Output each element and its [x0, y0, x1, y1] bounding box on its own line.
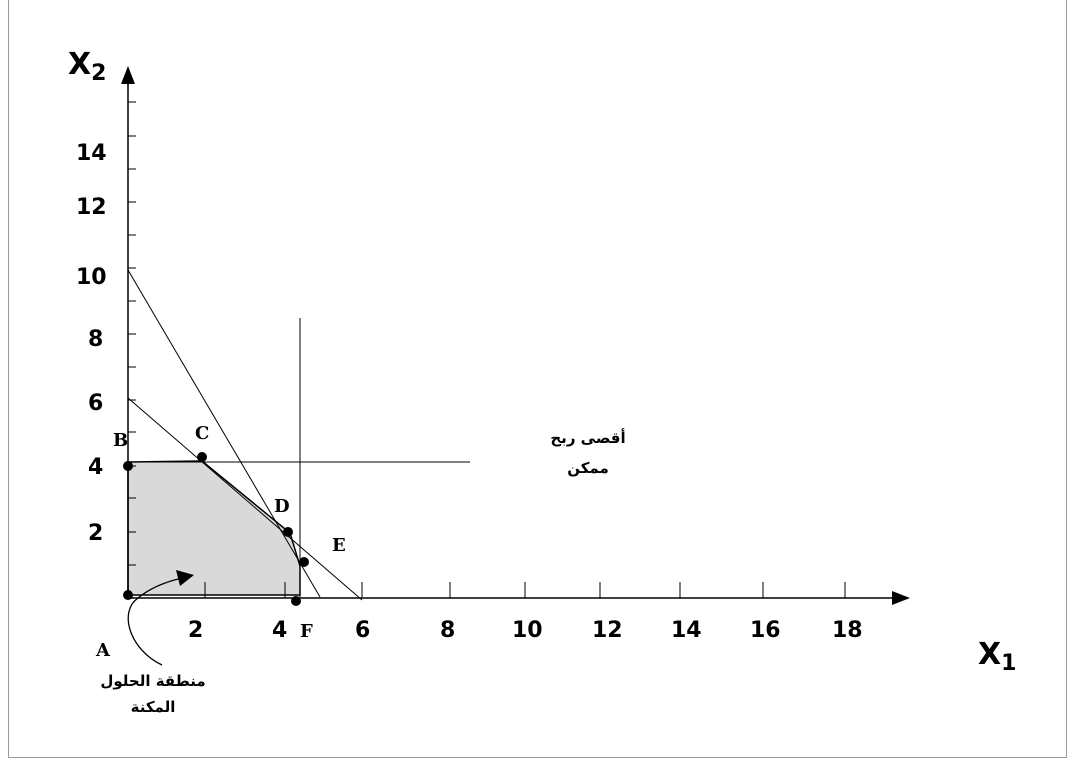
y-tick-label: 14: [76, 141, 107, 166]
y-tick-label: 8: [88, 327, 103, 352]
constraint-line-steep: [127, 269, 321, 598]
y-tick-label: 12: [76, 195, 107, 220]
x-tick-label: 6: [355, 618, 370, 643]
feasible-region: [127, 460, 301, 596]
x-tick-label: 16: [750, 618, 781, 643]
max-profit-label-line1: أقصى ربح: [550, 428, 625, 447]
x-tick-label: 12: [592, 618, 623, 643]
feasible-region-arrowhead: [176, 570, 194, 586]
figure-frame: [8, 0, 1067, 758]
y-tick-label: 4: [88, 455, 103, 480]
x-tick-label: 14: [671, 618, 702, 643]
x-tick-label: 4: [272, 618, 287, 643]
point-a: [123, 590, 133, 600]
point-label-d: D: [274, 496, 290, 517]
x-axis-arrow: [892, 591, 910, 605]
y-tick-label: 2: [88, 521, 103, 546]
y-axis-title: X2: [68, 47, 106, 86]
y-tick-label: 10: [76, 265, 107, 290]
constraint-line-shallow: [127, 397, 363, 601]
point-label-b: B: [113, 430, 128, 451]
max-profit-label-line2: ممكن: [567, 459, 609, 477]
feasible-region-label-line1: منطقة الحلول: [100, 672, 205, 690]
feasible-region-arrow: [127, 577, 183, 666]
x-axis-title: X1: [978, 637, 1016, 676]
point-d: [283, 527, 293, 537]
point-f: [291, 596, 301, 606]
y-axis-arrow: [121, 66, 135, 84]
point-e: [299, 557, 309, 567]
point-label-a: A: [95, 640, 111, 661]
point-c: [197, 452, 207, 462]
point-label-f: F: [300, 621, 313, 642]
y-tick-label: 6: [88, 391, 103, 416]
x-tick-label: 18: [832, 618, 863, 643]
x-tick-label: 2: [188, 618, 203, 643]
point-label-c: C: [195, 423, 209, 444]
x-axis-ticks: [204, 582, 846, 598]
point-label-e: E: [332, 535, 346, 556]
point-b: [123, 461, 133, 471]
feasible-region-label-line2: المكنة: [131, 698, 176, 716]
x-tick-label: 8: [440, 618, 455, 643]
x-tick-label: 10: [512, 618, 543, 643]
